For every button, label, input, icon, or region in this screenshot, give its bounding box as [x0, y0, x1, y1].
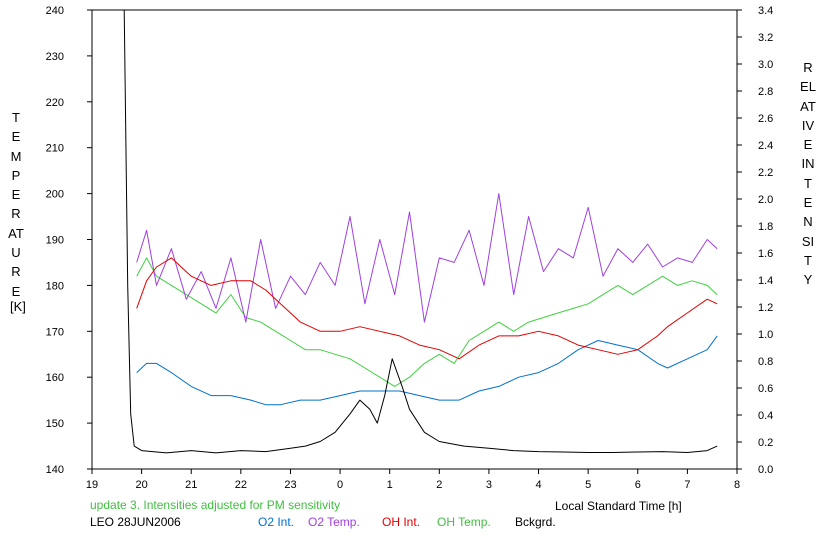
y-left-tick-label: 200 — [46, 189, 64, 201]
x-tick-label: 4 — [535, 479, 541, 491]
y-right-tick-label: 0.2 — [758, 437, 773, 449]
y-right-tick-label: 2.6 — [758, 113, 773, 125]
x-tick-label: 21 — [185, 479, 197, 491]
y-left-tick-label: 180 — [46, 280, 64, 292]
y-axis-right-label: RELATIVE INTENSITY — [800, 60, 820, 288]
y-right-tick-label: 0.4 — [758, 410, 773, 422]
y-right-tick-label: 1.4 — [758, 275, 773, 287]
y-right-tick-label: 2.2 — [758, 167, 773, 179]
y-left-tick-label: 190 — [46, 235, 64, 247]
legend-oh-int: OH Int. — [382, 515, 421, 529]
x-tick-label: 19 — [86, 479, 98, 491]
y-axis-left-label: TEMPERATURE — [8, 110, 24, 299]
x-axis-label: Local Standard Time [h] — [555, 499, 682, 513]
x-tick-label: 23 — [284, 479, 296, 491]
y-right-tick-label: 1.0 — [758, 329, 773, 341]
note-date: LEO 28JUN2006 — [90, 515, 181, 529]
x-tick-label: 20 — [135, 479, 147, 491]
series-bckgrd-line — [123, 9, 718, 454]
series-o2-int-line — [136, 335, 718, 406]
x-tick-label: 5 — [585, 479, 591, 491]
y-left-tick-label: 170 — [46, 326, 64, 338]
x-tick-label: 22 — [235, 479, 247, 491]
y-right-tick-label: 3.0 — [758, 59, 773, 71]
y-left-tick-label: 160 — [46, 372, 64, 384]
y-left-tick-label: 150 — [46, 418, 64, 430]
y-right-tick-label: 2.0 — [758, 194, 773, 206]
series-oh-temp-line — [136, 257, 718, 387]
y-right-tick-label: 2.4 — [758, 140, 773, 152]
x-tick-label: 3 — [486, 479, 492, 491]
x-tick-label: 1 — [387, 479, 393, 491]
y-left-tick-label: 240 — [46, 5, 64, 17]
y-right-tick-label: 1.8 — [758, 221, 773, 233]
legend-oh-temp: OH Temp. — [437, 515, 491, 529]
y-left-tick-label: 210 — [46, 143, 64, 155]
legend-o2-int: O2 Int. — [258, 515, 295, 529]
legend-bckgrd: Bckgrd. — [515, 515, 556, 529]
y-right-tick-label: 3.4 — [758, 5, 773, 17]
chart-series — [123, 9, 718, 454]
x-tick-label: 8 — [734, 479, 740, 491]
series-o2-temp-line — [136, 193, 718, 323]
x-tick-label: 6 — [635, 479, 641, 491]
y-right-tick-label: 1.6 — [758, 248, 773, 260]
y-right-tick-label: 1.2 — [758, 302, 773, 314]
x-tick-label: 0 — [337, 479, 343, 491]
chart-axes — [91, 9, 738, 470]
y-left-tick-label: 230 — [46, 51, 64, 63]
y-right-tick-label: 3.2 — [758, 32, 773, 44]
y-left-tick-label: 140 — [46, 464, 64, 476]
series-oh-int-line — [136, 257, 718, 360]
y-right-tick-label: 2.8 — [758, 86, 773, 98]
y-axis-left-unit: [K] — [10, 299, 26, 314]
x-tick-label: 7 — [684, 479, 690, 491]
y-right-tick-label: 0.6 — [758, 383, 773, 395]
y-left-tick-label: 220 — [46, 97, 64, 109]
y-right-tick-label: 0.0 — [758, 464, 773, 476]
note-update: update 3. Intensities adjusted for PM se… — [90, 498, 341, 512]
chart-ticks: 19 20 21 22 23 0 1 2 3 4 5 6 7 8140150160170180190200… — [46, 5, 774, 491]
x-tick-label: 2 — [436, 479, 442, 491]
legend-o2-temp: O2 Temp. — [308, 515, 360, 529]
y-right-tick-label: 0.8 — [758, 356, 773, 368]
